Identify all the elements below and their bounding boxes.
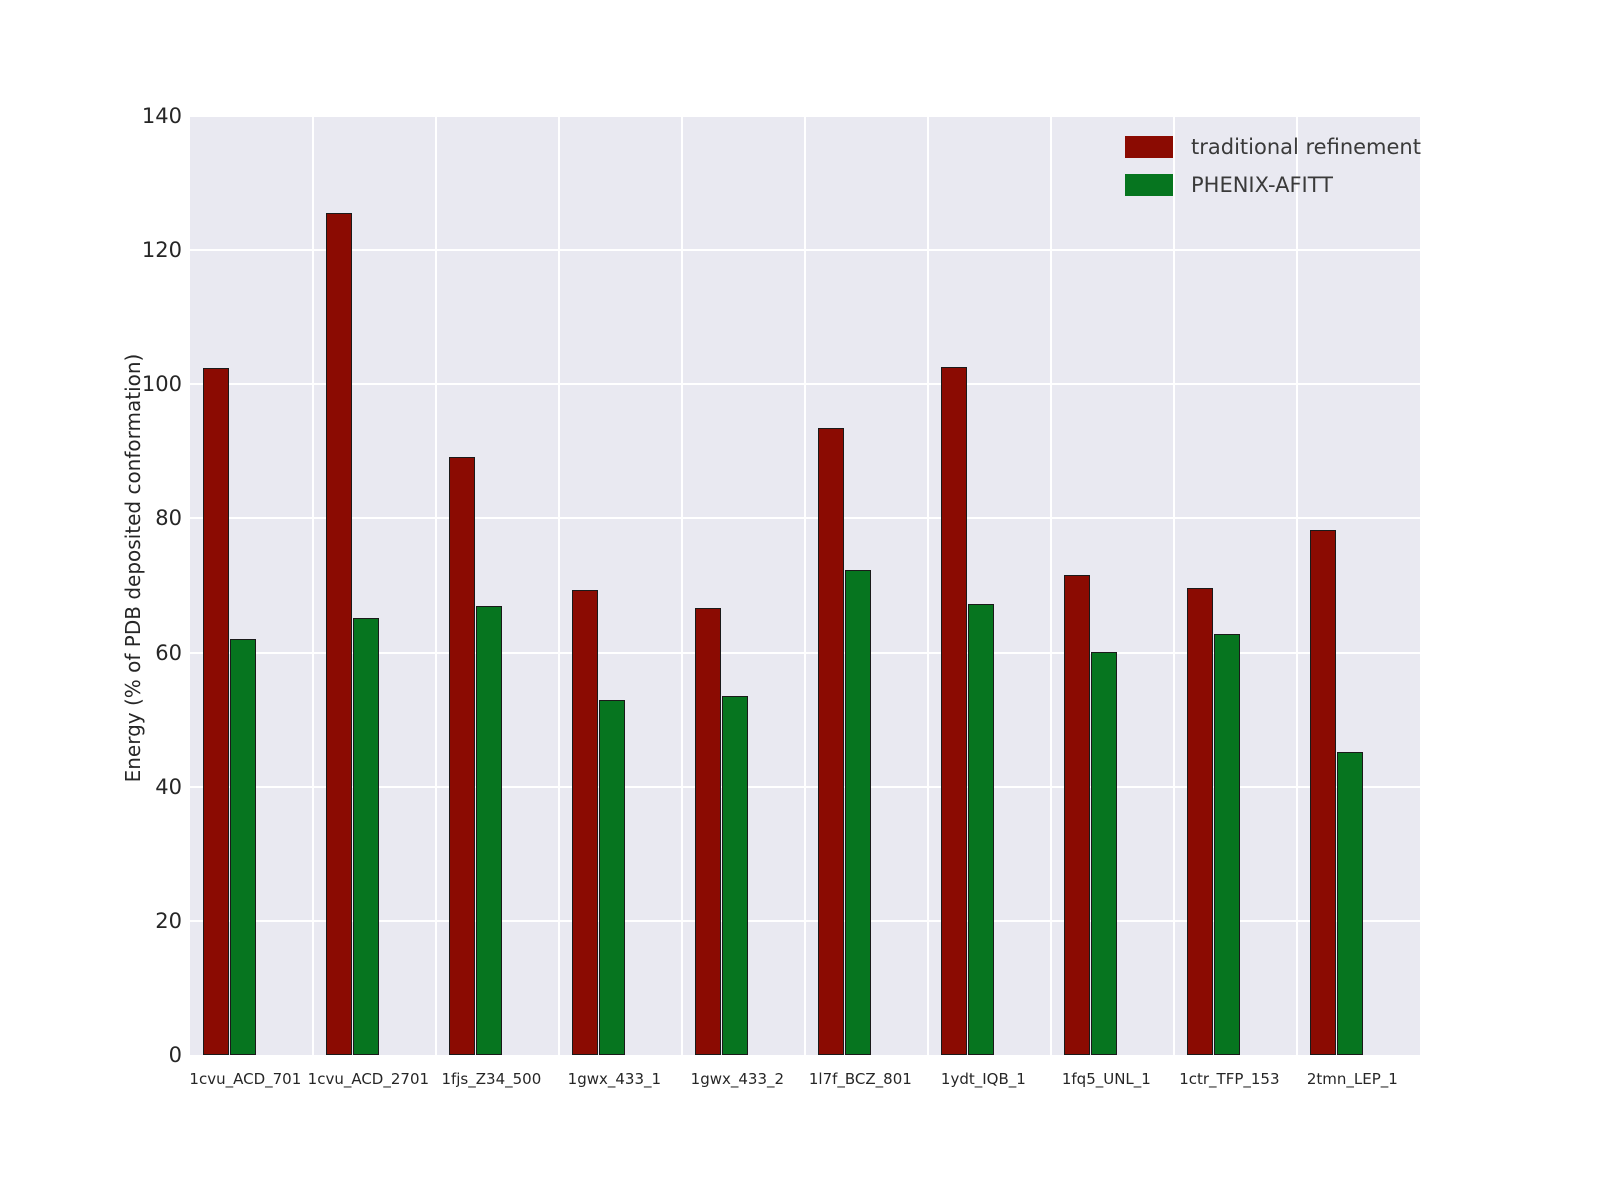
legend-swatch-icon	[1125, 174, 1173, 196]
y-tick-label: 60	[155, 640, 182, 665]
chart-legend: traditional refinement PHENIX-AFITT	[1125, 128, 1421, 204]
legend-item: PHENIX-AFITT	[1125, 166, 1415, 204]
bar-afitt-1l7f_BCZ_801	[844, 570, 871, 1055]
y-tick-label: 140	[141, 104, 182, 128]
bar-afitt-1fq5_UNL_1	[1090, 651, 1117, 1055]
x-tick-label: 1l7f_BCZ_801	[808, 1070, 912, 1088]
bar-traditional-1gwx_433_2	[694, 608, 721, 1055]
bar-afitt-1gwx_433_1	[598, 700, 625, 1055]
y-tick-label: 0	[168, 1043, 182, 1067]
gridline-vertical	[1050, 116, 1052, 1055]
bar-afitt-1ydt_IQB_1	[967, 603, 994, 1055]
gridline-vertical	[435, 116, 437, 1055]
legend-label: traditional refinement	[1191, 135, 1421, 159]
bar-traditional-2tmn_LEP_1	[1309, 529, 1336, 1055]
y-tick-label: 120	[141, 238, 182, 263]
x-tick-label: 2tmn_LEP_1	[1306, 1070, 1398, 1088]
legend-item: traditional refinement	[1125, 128, 1421, 166]
bar-afitt-1gwx_433_2	[721, 695, 748, 1055]
bar-traditional-1cvu_ACD_701	[202, 367, 229, 1055]
y-tick-label: 20	[155, 908, 182, 933]
bar-afitt-1cvu_ACD_701	[229, 638, 256, 1055]
bar-afitt-2tmn_LEP_1	[1336, 751, 1363, 1055]
bar-traditional-1ctr_TFP_153	[1186, 587, 1213, 1055]
gridline-vertical	[804, 116, 806, 1055]
plot-area	[190, 116, 1420, 1055]
legend-label: PHENIX-AFITT	[1191, 173, 1334, 197]
x-tick-label: 1fq5_UNL_1	[1061, 1070, 1151, 1088]
gridline-vertical	[681, 116, 683, 1055]
bar-traditional-1l7f_BCZ_801	[817, 427, 844, 1055]
y-axis-label: Energy (% of PDB deposited conformation)	[121, 353, 145, 783]
gridline-vertical	[1173, 116, 1175, 1055]
y-tick-label: 100	[141, 372, 182, 397]
gridline-vertical	[927, 116, 929, 1055]
x-tick-label: 1gwx_433_2	[690, 1070, 785, 1088]
bar-traditional-1fjs_Z34_500	[448, 456, 475, 1055]
x-tick-label: 1ydt_IQB_1	[940, 1070, 1026, 1088]
y-tick-label: 40	[155, 774, 182, 799]
x-tick-label: 1cvu_ACD_701	[189, 1070, 302, 1088]
x-tick-label: 1ctr_TFP_153	[1179, 1070, 1280, 1088]
bar-traditional-1fq5_UNL_1	[1063, 574, 1090, 1055]
y-tick-label: 80	[155, 506, 182, 531]
legend-swatch-icon	[1125, 136, 1173, 158]
bar-afitt-1ctr_TFP_153	[1213, 634, 1240, 1055]
x-tick-label: 1gwx_433_1	[567, 1070, 662, 1088]
gridline-vertical	[1296, 116, 1298, 1055]
bar-traditional-1gwx_433_1	[571, 590, 598, 1055]
bar-traditional-1ydt_IQB_1	[940, 366, 967, 1055]
bar-traditional-1cvu_ACD_2701	[325, 213, 352, 1055]
gridline-vertical	[312, 116, 314, 1055]
bar-afitt-1fjs_Z34_500	[475, 605, 502, 1055]
x-tick-label: 1fjs_Z34_500	[441, 1070, 542, 1088]
gridline-vertical	[558, 116, 560, 1055]
x-tick-label: 1cvu_ACD_2701	[307, 1070, 430, 1088]
bar-afitt-1cvu_ACD_2701	[352, 617, 379, 1055]
